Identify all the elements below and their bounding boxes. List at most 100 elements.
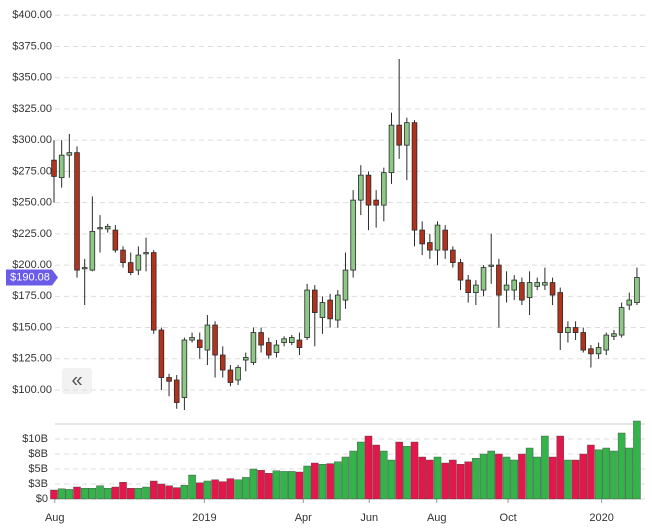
candle-body <box>204 324 211 351</box>
volume-bar <box>349 450 357 500</box>
y-tick-label: $175.00 <box>12 290 52 302</box>
volume-bar <box>556 435 564 500</box>
volume-bar <box>311 462 319 500</box>
y-tick-label: $125.00 <box>12 353 52 365</box>
volume-bar <box>364 435 373 500</box>
candle-body <box>496 264 502 296</box>
last-price-tag <box>6 269 58 286</box>
volume-bar <box>464 461 472 500</box>
candle-body <box>526 282 533 298</box>
candle-body <box>373 199 379 206</box>
volume-bar <box>510 459 518 500</box>
candle-body <box>404 122 410 146</box>
volume-bar <box>518 453 526 500</box>
volume-bar <box>149 480 158 500</box>
volume-tick-label: $5B <box>28 463 48 475</box>
volume-tick-label: $8B <box>28 448 48 460</box>
volume-bar <box>410 441 419 500</box>
candle-body <box>51 159 57 177</box>
x-tick-label: Aug <box>427 512 447 524</box>
candle-body <box>634 277 640 303</box>
candle-body <box>273 344 280 353</box>
volume-bar <box>525 447 534 500</box>
volume-bar <box>134 488 143 500</box>
volume-bar <box>242 477 250 500</box>
candle-body <box>603 334 610 351</box>
candle-body <box>595 347 602 355</box>
candle-body <box>557 292 564 333</box>
candle-body <box>450 249 456 263</box>
x-tick-label: Apr <box>295 512 312 524</box>
volume-bar <box>180 485 189 500</box>
x-tick-label: 2020 <box>589 512 613 524</box>
candle-body <box>427 242 433 251</box>
candle-body <box>158 329 165 378</box>
volume-bar <box>395 441 403 500</box>
candle-body <box>258 332 264 346</box>
y-tick-label: $200.00 <box>12 259 52 271</box>
y-tick-label: $400.00 <box>12 9 52 21</box>
volume-bar <box>119 482 127 500</box>
candle-body <box>503 284 510 291</box>
volume-bar <box>126 488 135 500</box>
y-tick-label: $250.00 <box>12 197 52 209</box>
volume-bar <box>257 470 265 500</box>
volume-bar <box>111 486 120 500</box>
volume-bar <box>172 487 181 500</box>
volume-tick-label: $10B <box>22 433 48 445</box>
volume-bar <box>372 444 380 500</box>
volume-bar <box>80 488 89 500</box>
volume-bar <box>65 489 74 500</box>
candle-body <box>235 367 241 381</box>
candle-body <box>89 230 96 271</box>
candle-body <box>296 339 303 348</box>
last-price-label: $190.08 <box>10 271 50 283</box>
candle-body <box>242 357 249 361</box>
volume-bar <box>449 459 457 500</box>
y-tick-label: $225.00 <box>12 228 52 240</box>
candle-body <box>350 199 356 271</box>
volume-bar <box>602 447 610 500</box>
volume-bar <box>357 441 365 500</box>
candle-body <box>411 122 418 231</box>
candle-body <box>358 174 364 201</box>
volume-bar <box>165 485 173 500</box>
candle-body <box>542 282 548 286</box>
candle-body <box>549 282 556 296</box>
y-tick-label: $150.00 <box>12 321 52 333</box>
volume-bar <box>88 488 97 500</box>
volume-bar <box>625 447 634 500</box>
volume-bar <box>502 456 511 500</box>
volume-bar <box>617 432 626 500</box>
volume-bar <box>326 463 334 500</box>
volume-bar <box>203 480 212 500</box>
volume-tick-label: $3B <box>28 478 48 490</box>
candle-body <box>419 229 425 245</box>
volume-bar <box>234 479 242 500</box>
volume-bar <box>280 471 288 500</box>
candle-body <box>381 172 387 206</box>
volume-bar <box>142 486 150 500</box>
back-button[interactable] <box>62 368 92 394</box>
candle-body <box>442 229 448 251</box>
back-button-label[interactable]: « <box>71 369 82 391</box>
volume-bar <box>633 420 641 500</box>
volume-bar <box>303 465 311 500</box>
candle-body <box>212 324 218 356</box>
candle-body <box>572 327 579 333</box>
volume-bar <box>479 453 488 500</box>
y-tick-label: $100.00 <box>12 384 52 396</box>
volume-bar <box>318 464 327 500</box>
volume-bar <box>610 450 618 500</box>
volume-bar <box>380 450 388 500</box>
candle-body <box>196 339 203 348</box>
volume-bar <box>157 483 166 500</box>
y-tick-label: $275.00 <box>12 165 52 177</box>
candle-body <box>434 224 441 251</box>
candle-body <box>81 267 88 270</box>
volume-bar <box>295 471 304 500</box>
candle-body <box>58 154 65 179</box>
candle-body <box>181 339 188 398</box>
candle-body <box>473 284 479 293</box>
